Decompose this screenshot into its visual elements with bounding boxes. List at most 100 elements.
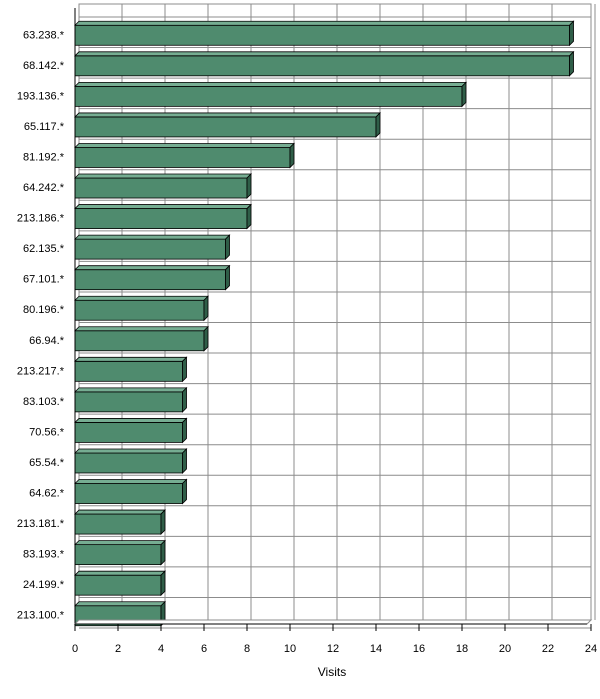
category-label: 213.181.*: [17, 518, 65, 530]
bar: [74, 20, 575, 47]
bar-front: [74, 269, 226, 291]
x-tick-label: 12: [327, 643, 339, 655]
x-tick-label: 10: [284, 643, 296, 655]
bar-top: [74, 265, 231, 271]
bar-side: [182, 356, 187, 383]
bar-front: [74, 574, 162, 596]
bar-front: [74, 452, 183, 474]
bar-front: [74, 116, 377, 138]
bar-front: [74, 147, 291, 168]
bar: [74, 570, 166, 597]
x-tick-label: 0: [72, 643, 78, 655]
bar: [74, 50, 575, 77]
category-label: 24.199.*: [23, 579, 65, 591]
bar-top: [74, 112, 381, 118]
bar-top: [74, 81, 467, 87]
category-label: 64.242.*: [23, 182, 65, 194]
category-label: 80.196.*: [23, 304, 65, 316]
bar: [74, 264, 231, 291]
category-label: 64.62.*: [29, 488, 65, 500]
bar-front: [74, 238, 226, 260]
bar: [74, 81, 467, 108]
bar-side: [225, 234, 230, 261]
bar-top: [74, 509, 166, 515]
bar: [74, 173, 252, 199]
category-labels: 63.238.* 68.142.* 193.136.* 65.117.* 81.192.…: [17, 29, 65, 621]
x-tick-label: 14: [370, 643, 382, 655]
bar-top: [74, 295, 209, 301]
x-tick-label: 8: [244, 643, 250, 655]
category-label: 67.101.*: [23, 274, 65, 286]
category-label: 193.136.*: [17, 90, 65, 102]
bar-side: [182, 478, 187, 505]
bar-side: [203, 325, 209, 352]
bar: [74, 203, 252, 230]
bar-top: [74, 204, 252, 209]
bars: [74, 20, 575, 627]
bar-side: [203, 295, 209, 322]
bar: [74, 417, 188, 444]
axes: [73, 8, 593, 631]
bar: [74, 111, 381, 138]
x-tick-label: 20: [499, 643, 511, 655]
category-label: 68.142.*: [23, 60, 65, 72]
bar-top: [74, 418, 188, 423]
bar-top: [74, 143, 295, 148]
bar: [74, 142, 295, 169]
bar-top: [74, 20, 575, 26]
bar-top: [74, 479, 188, 484]
bar-front: [74, 513, 162, 535]
category-label: 63.238.*: [23, 29, 65, 41]
bar-front: [74, 330, 205, 352]
bar: [74, 234, 231, 261]
category-label: 65.117.*: [24, 121, 65, 133]
x-tick-label: 6: [201, 643, 207, 655]
bar-side: [160, 570, 166, 597]
bar-front: [74, 24, 570, 46]
bar-front: [74, 360, 183, 382]
bar-side: [225, 264, 230, 291]
bar-front: [74, 422, 183, 443]
bar-front: [74, 483, 183, 504]
bar-side: [375, 111, 381, 138]
x-tick-label: 24: [585, 643, 597, 655]
category-label: 213.100.*: [17, 610, 65, 622]
category-label: 65.54.*: [29, 457, 65, 469]
bar-front: [74, 177, 248, 199]
category-label: 62.135.*: [23, 243, 65, 255]
category-label: 213.186.*: [17, 213, 65, 225]
bar-top: [74, 448, 188, 454]
bar-side: [246, 173, 252, 199]
category-label: 213.217.*: [17, 365, 65, 377]
bar: [74, 539, 166, 566]
bar-side: [182, 417, 187, 444]
bar-front: [74, 208, 248, 229]
bar: [74, 478, 188, 505]
bar-side: [246, 203, 252, 230]
bar: [74, 386, 188, 413]
bar-top: [74, 356, 188, 362]
category-label: 70.56.*: [29, 426, 65, 438]
bar-top: [74, 326, 209, 332]
bar-front: [74, 299, 205, 321]
bar: [74, 295, 209, 322]
category-label: 83.103.*: [23, 396, 65, 408]
x-axis-title: Visits: [318, 665, 346, 679]
bar-top: [74, 570, 166, 576]
bar-top: [74, 387, 188, 393]
bar: [74, 325, 209, 352]
bar-side: [182, 448, 187, 474]
bar: [74, 356, 188, 383]
x-tick-labels: 0 2 4 6 8 10 12 14 16 18 20 22 24: [72, 643, 597, 655]
bar-front: [74, 544, 162, 566]
category-label: 83.193.*: [23, 549, 65, 561]
bar-top: [74, 234, 231, 240]
bar: [74, 448, 188, 474]
bar-front: [74, 391, 183, 413]
x-tick-label: 22: [542, 643, 554, 655]
bar-top: [74, 540, 166, 546]
category-label: 66.94.*: [29, 335, 65, 347]
bar-side: [182, 386, 187, 413]
bar-side: [461, 81, 467, 108]
